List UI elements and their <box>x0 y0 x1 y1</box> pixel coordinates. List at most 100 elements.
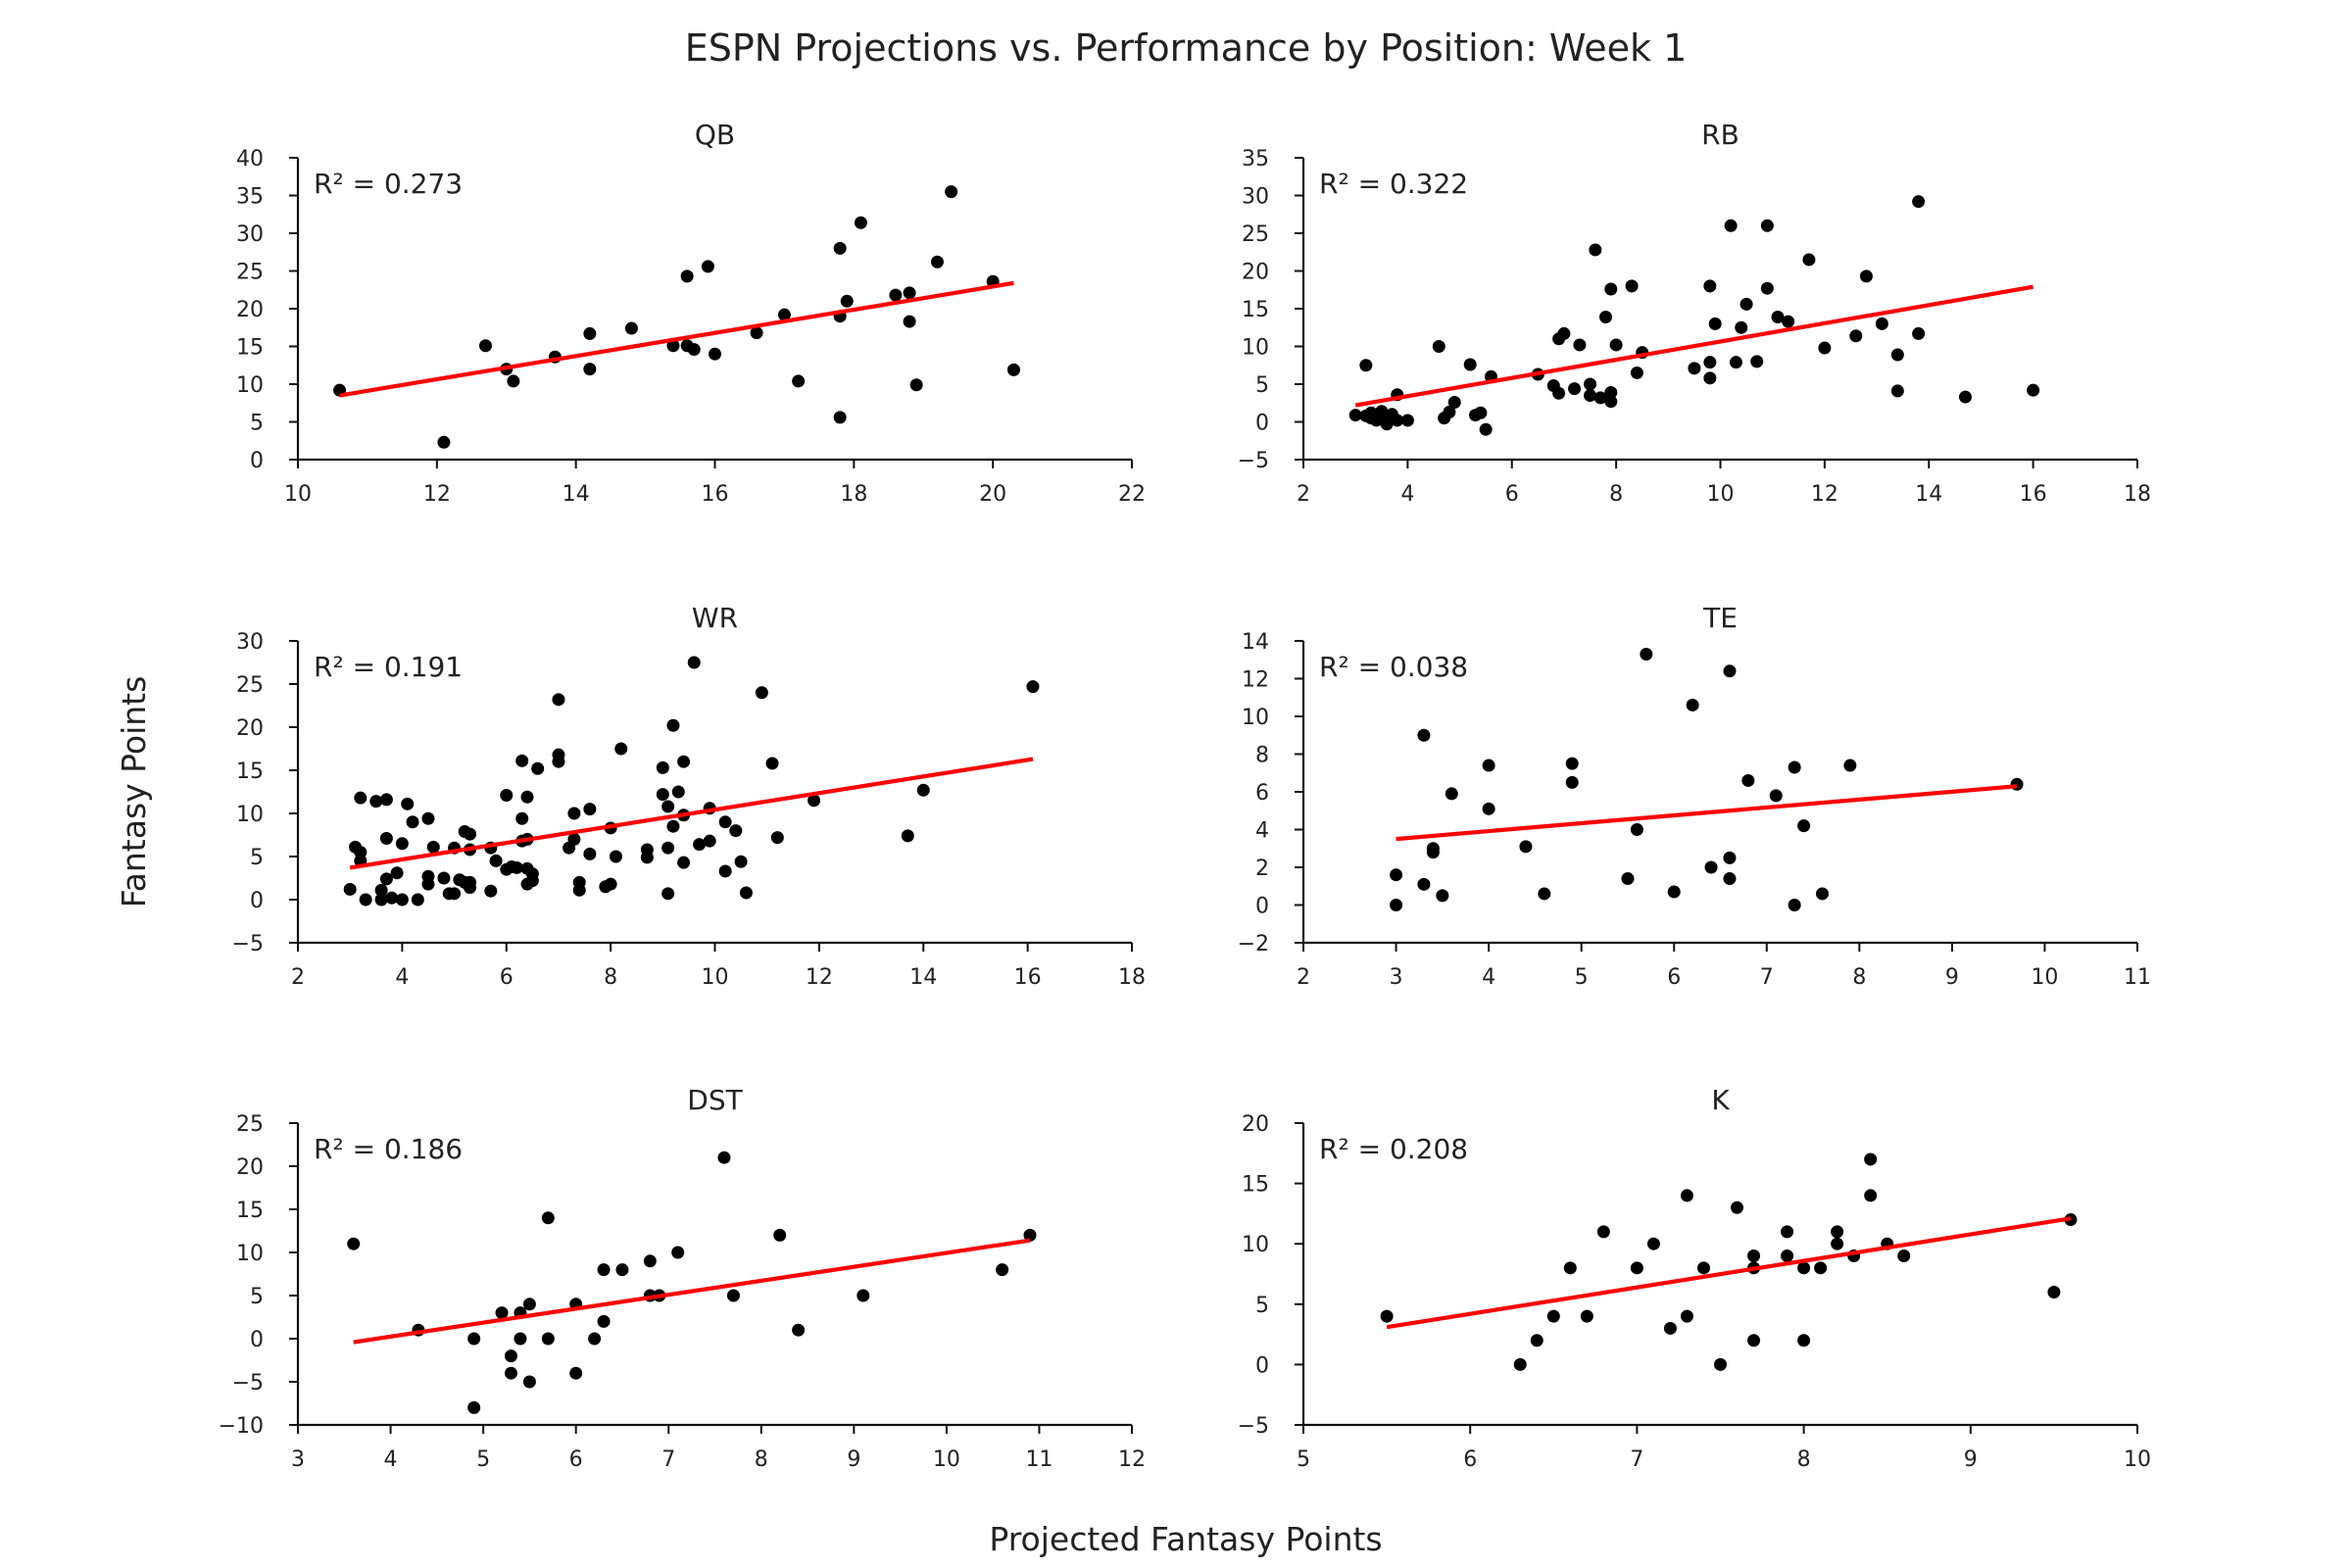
data-point <box>507 374 520 388</box>
data-point <box>750 326 763 340</box>
data-point <box>1482 759 1495 772</box>
data-point <box>1771 310 1785 323</box>
data-point <box>1781 1225 1794 1239</box>
data-point <box>729 824 743 838</box>
data-point <box>1688 362 1701 375</box>
data-point <box>552 755 565 768</box>
x-tick-label: 8 <box>1609 482 1623 507</box>
data-point <box>2010 777 2024 791</box>
data-point <box>1432 340 1446 353</box>
data-point <box>770 831 784 845</box>
data-point <box>522 1298 536 1311</box>
y-tick-label: 15 <box>236 760 264 784</box>
regression-line <box>339 280 1014 398</box>
data-point <box>726 1289 740 1302</box>
y-tick-label: 15 <box>1242 298 1269 322</box>
data-point <box>354 791 368 805</box>
data-point <box>615 1263 629 1277</box>
data-point <box>1814 1261 1828 1275</box>
data-point <box>1747 1334 1761 1348</box>
data-point <box>614 742 628 756</box>
data-point <box>467 1332 481 1346</box>
x-tick-label: 10 <box>2031 965 2058 990</box>
data-point <box>343 882 357 896</box>
data-point <box>510 860 523 874</box>
r-squared-label: R² = 0.208 <box>1319 1133 1468 1165</box>
data-point <box>1447 395 1461 409</box>
data-point <box>901 829 914 843</box>
x-tick-label: 12 <box>423 482 451 507</box>
data-point <box>1740 297 1753 311</box>
data-point <box>504 1349 517 1363</box>
y-tick-label: 0 <box>250 449 264 473</box>
data-point <box>514 1332 527 1346</box>
data-point <box>718 815 732 829</box>
data-point <box>1703 371 1717 385</box>
y-tick-label: 10 <box>236 373 264 398</box>
data-point <box>1557 326 1571 340</box>
data-point <box>1417 728 1431 742</box>
data-point <box>1513 1357 1527 1371</box>
regression-line <box>353 1238 1031 1345</box>
data-point <box>1797 1334 1811 1348</box>
x-tick-label: 5 <box>1575 965 1589 990</box>
y-tick-label: 40 <box>236 147 264 172</box>
data-point <box>701 260 714 273</box>
data-point <box>1390 899 1403 911</box>
x-tick-label: 2 <box>291 965 305 990</box>
y-tick-label: 10 <box>1242 336 1269 361</box>
x-tick-label: 10 <box>284 482 312 507</box>
x-tick-label: 11 <box>2124 965 2151 990</box>
data-point <box>567 832 581 846</box>
data-point <box>464 881 477 895</box>
data-point <box>1479 422 1493 436</box>
data-point <box>567 807 581 820</box>
x-tick-label: 7 <box>1630 1447 1643 1472</box>
data-point <box>833 411 847 424</box>
data-point <box>1875 317 1888 330</box>
data-point <box>1769 789 1783 803</box>
data-point <box>1890 384 1904 398</box>
y-tick-label: 20 <box>1242 1112 1269 1137</box>
y-tick-label: 5 <box>250 846 264 870</box>
data-point <box>401 797 415 810</box>
y-tick-label: 10 <box>236 803 264 827</box>
data-point <box>1474 406 1488 419</box>
data-point <box>604 877 617 891</box>
data-point <box>1731 1200 1744 1214</box>
x-tick-label: 9 <box>1945 965 1959 990</box>
data-point <box>808 794 821 808</box>
data-point <box>717 1151 731 1164</box>
data-point <box>1630 366 1643 379</box>
y-tick-label: 4 <box>1255 819 1269 844</box>
data-point <box>680 270 694 283</box>
data-point <box>552 693 565 707</box>
data-point <box>597 1314 611 1328</box>
data-point <box>379 793 393 807</box>
data-point <box>1818 341 1832 355</box>
data-point <box>531 761 545 775</box>
data-point <box>1445 787 1458 801</box>
data-point <box>583 803 597 816</box>
data-point <box>1538 887 1551 901</box>
y-tick-label: 14 <box>1242 630 1269 655</box>
x-tick-label: 20 <box>979 482 1006 507</box>
data-point <box>777 308 791 321</box>
data-point <box>1630 823 1643 836</box>
data-point <box>909 378 923 392</box>
data-point <box>2027 383 2040 397</box>
y-tick-label: −5 <box>1238 449 1269 473</box>
r-squared-label: R² = 0.186 <box>314 1133 463 1165</box>
data-point <box>395 837 409 851</box>
x-tick-label: 9 <box>847 1447 860 1472</box>
x-tick-label: 8 <box>1797 1447 1811 1472</box>
data-point <box>1380 1309 1394 1323</box>
data-point <box>1568 382 1582 396</box>
x-tick-label: 9 <box>1964 1447 1978 1472</box>
data-point <box>437 435 451 449</box>
y-tick-label: 5 <box>250 1285 264 1309</box>
data-point <box>426 840 440 854</box>
data-point <box>916 783 930 797</box>
data-point <box>773 1228 787 1242</box>
subplot-title: K <box>1711 1084 1730 1116</box>
